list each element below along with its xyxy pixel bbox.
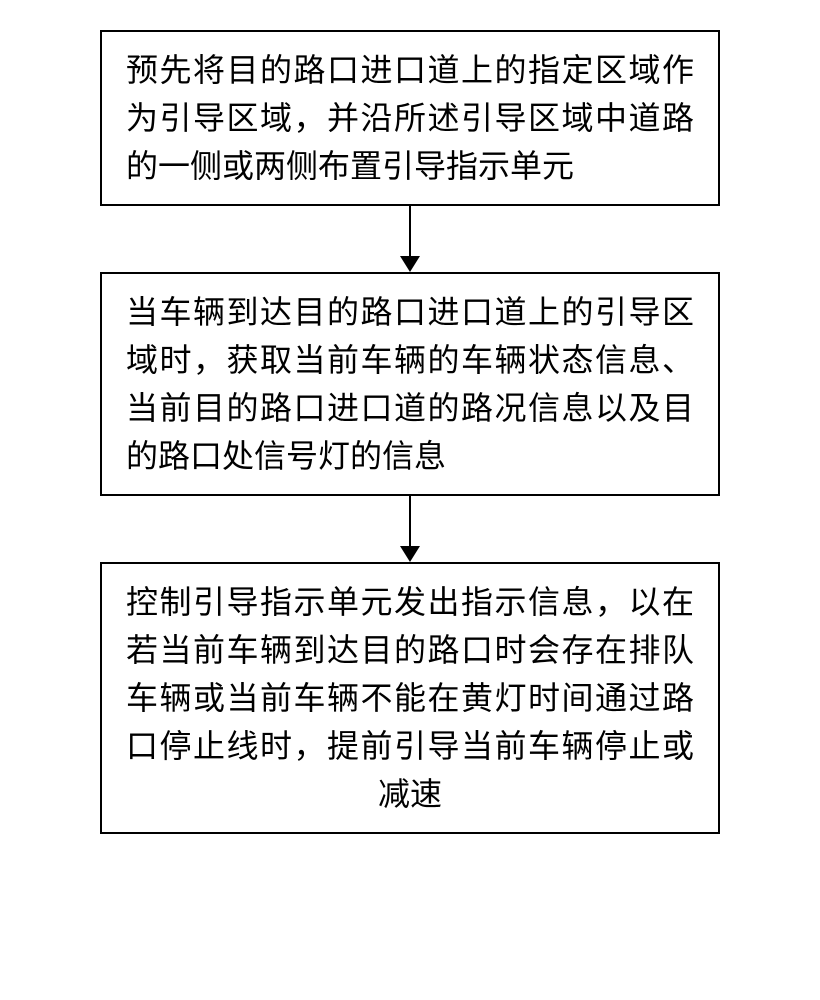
flow-arrow-1 — [400, 206, 420, 272]
arrow-down-icon — [400, 256, 420, 272]
flowchart-container: 预先将目的路口进口道上的指定区域作为引导区域，并沿所述引导区域中道路的一侧或两侧… — [0, 0, 820, 834]
flow-step-1-text: 预先将目的路口进口道上的指定区域作为引导区域，并沿所述引导区域中道路的一侧或两侧… — [126, 52, 694, 184]
flow-arrow-2 — [400, 496, 420, 562]
flow-step-1: 预先将目的路口进口道上的指定区域作为引导区域，并沿所述引导区域中道路的一侧或两侧… — [100, 30, 720, 206]
arrow-line — [409, 206, 411, 256]
arrow-down-icon — [400, 546, 420, 562]
flow-step-3: 控制引导指示单元发出指示信息，以在若当前车辆到达目的路口时会存在排队车辆或当前车… — [100, 562, 720, 834]
flow-step-2: 当车辆到达目的路口进口道上的引导区域时，获取当前车辆的车辆状态信息、当前目的路口… — [100, 272, 720, 496]
flow-step-2-text: 当车辆到达目的路口进口道上的引导区域时，获取当前车辆的车辆状态信息、当前目的路口… — [126, 294, 694, 474]
arrow-line — [409, 496, 411, 546]
flow-step-3-text: 控制引导指示单元发出指示信息，以在若当前车辆到达目的路口时会存在排队车辆或当前车… — [126, 584, 694, 812]
